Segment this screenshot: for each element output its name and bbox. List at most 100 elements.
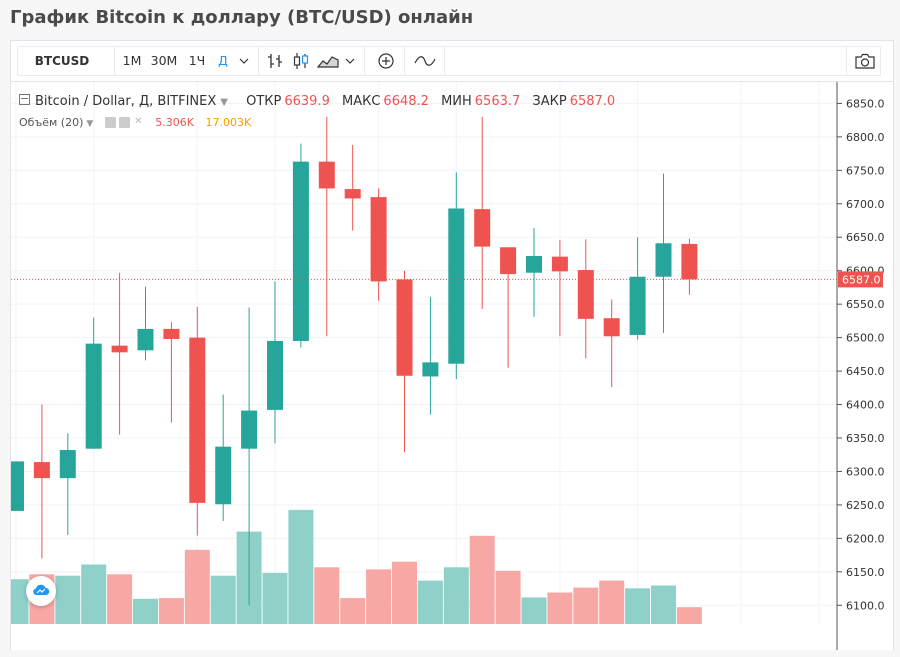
candles-style-icon [288, 53, 314, 69]
bar-style-button[interactable] [262, 47, 288, 75]
chevron-down-icon [234, 53, 254, 69]
volume-study-name[interactable]: Объём (20) [19, 116, 84, 129]
series-name[interactable]: Bitcoin / Dollar, Д, BITFINEX [35, 94, 217, 109]
volume-bar [314, 567, 340, 624]
candle-body [33, 462, 50, 479]
candle-body [137, 328, 154, 351]
candle-body [11, 461, 24, 511]
compare-icon [408, 53, 442, 69]
low-label: МИН [441, 94, 472, 109]
open-value: 6639.9 [284, 94, 330, 109]
volume-bar [11, 579, 29, 624]
candles-style-button[interactable] [288, 47, 314, 75]
price-tick-label: 6100.0 [846, 599, 885, 612]
cloud-logo-icon [26, 583, 56, 597]
tradingview-logo[interactable] [26, 576, 56, 606]
price-tick-label: 6400.0 [846, 399, 885, 412]
volume-bar [469, 535, 495, 624]
area-style-button[interactable] [314, 47, 342, 75]
volume-bar [547, 592, 573, 624]
interval-dropdown-button[interactable] [234, 47, 254, 75]
price-tick-label: 6500.0 [846, 332, 885, 345]
add-indicator-button[interactable] [368, 47, 404, 75]
price-tick-label: 6850.0 [846, 97, 885, 110]
chart-style-dropdown-button[interactable] [342, 47, 358, 75]
toolbar-separator [444, 47, 445, 75]
volume-bar [262, 572, 288, 624]
toolbar-separator [364, 47, 365, 75]
candle-body [629, 276, 646, 335]
chart-background [11, 82, 893, 650]
volume-bar [443, 567, 469, 624]
camera-icon [850, 53, 880, 69]
main-series-legend: Bitcoin / Dollar, Д, BITFINEX ▼ ОТКР 6639.… [19, 94, 615, 109]
candle-body [577, 270, 594, 319]
interval-day-button[interactable]: Д [218, 53, 228, 68]
volume-bar [573, 587, 599, 624]
volume-bar [599, 580, 625, 624]
candle-body [448, 208, 465, 364]
volume-bar [210, 575, 236, 624]
high-value: 6648.2 [383, 94, 429, 109]
low-value: 6563.7 [474, 94, 521, 109]
price-chart[interactable]: 6850.06800.06750.06700.06650.06600.06550… [11, 82, 893, 650]
settings-study-icon[interactable] [118, 116, 130, 128]
volume-bar [495, 570, 521, 624]
chevron-down-icon [342, 53, 358, 69]
interval-1m-button[interactable]: 1М [122, 53, 142, 68]
toolbar-separator [846, 47, 847, 75]
candle-body [603, 318, 620, 337]
candle-body [344, 189, 361, 199]
volume-bar [81, 564, 107, 624]
last-price-label: 6587.0 [842, 273, 881, 286]
interval-30m-button[interactable]: 30М [150, 53, 178, 68]
candle-body [189, 337, 206, 503]
collapse-legend-icon[interactable] [19, 94, 30, 105]
last-price-badge [838, 271, 883, 288]
candle-body [681, 243, 698, 280]
add-indicator-icon [368, 53, 404, 69]
volume-bar [676, 607, 702, 624]
bar-style-icon [262, 53, 288, 69]
page-title: График Bitcoin к доллару (BTC/USD) онлай… [10, 7, 474, 28]
high-label: МАКС [342, 94, 381, 109]
volume-value: 5.306K [155, 116, 194, 129]
interval-1h-button[interactable]: 1Ч [188, 53, 206, 68]
volume-bar [340, 598, 366, 624]
compare-button[interactable] [408, 47, 442, 75]
volume-bar [366, 569, 392, 624]
price-tick-label: 6150.0 [846, 566, 885, 579]
toolbar-separator [114, 47, 115, 75]
candle-body [526, 255, 542, 273]
candle-body [163, 328, 180, 339]
volume-bar [651, 585, 676, 624]
screenshot-button[interactable] [850, 47, 880, 75]
volume-bar [417, 580, 443, 624]
price-tick-label: 6450.0 [846, 365, 885, 378]
chevron-down-icon[interactable]: ▼ [220, 97, 228, 108]
open-label: ОТКР [246, 94, 282, 109]
remove-study-icon[interactable]: ✕ [132, 115, 144, 128]
price-tick-label: 6350.0 [846, 432, 885, 445]
candle-body [370, 197, 387, 282]
candle-body [318, 161, 335, 189]
price-tick-label: 6700.0 [846, 198, 885, 211]
toolbar-box: BTCUSD 1М 30М 1Ч Д [17, 46, 881, 76]
candle-body [422, 362, 439, 377]
volume-bar [55, 575, 81, 624]
volume-bar [107, 574, 133, 624]
candle-body [215, 446, 232, 505]
volume-bar [158, 598, 184, 624]
hide-study-icon[interactable] [104, 116, 116, 128]
candle-body [85, 343, 102, 449]
toolbar: BTCUSD 1М 30М 1Ч Д [11, 41, 893, 82]
chevron-down-icon[interactable]: ▼ [86, 119, 94, 129]
price-tick-label: 6300.0 [846, 465, 885, 478]
price-tick-label: 6650.0 [846, 231, 885, 244]
volume-bar [625, 588, 651, 624]
price-tick-label: 6750.0 [846, 164, 885, 177]
candle-body [551, 256, 568, 272]
symbol-search-button[interactable]: BTCUSD [34, 54, 90, 68]
volume-ma-value: 17.003K [205, 116, 252, 129]
candle-body [655, 243, 672, 277]
